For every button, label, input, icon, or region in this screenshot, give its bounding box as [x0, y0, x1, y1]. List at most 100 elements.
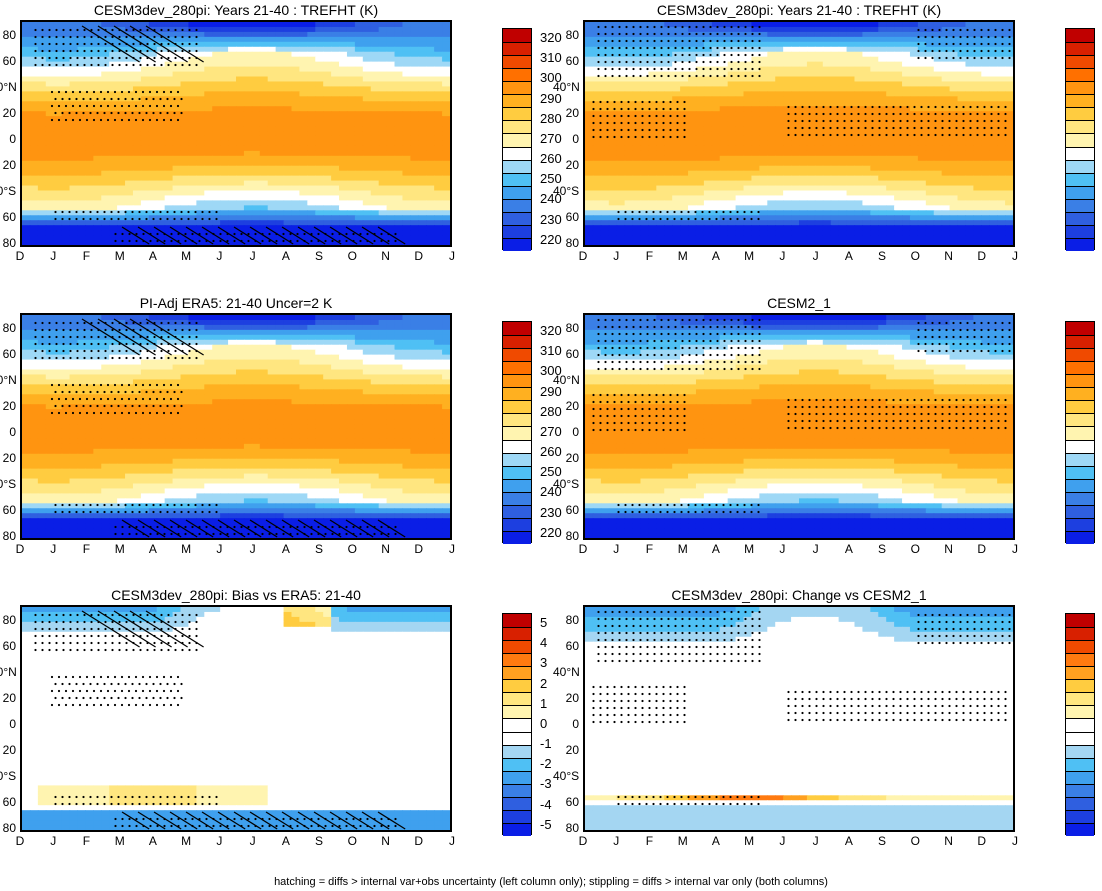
heat-cell	[862, 165, 871, 172]
heat-cell	[196, 66, 205, 73]
heat-cell	[862, 76, 871, 83]
heat-cell	[434, 200, 443, 206]
heat-cell	[140, 145, 150, 152]
heat-cell	[442, 26, 450, 33]
heat-cell	[180, 190, 190, 197]
heat-cell	[109, 205, 118, 211]
heat-cell	[402, 175, 411, 182]
heat-cell	[703, 190, 713, 197]
heat-cell	[592, 175, 602, 182]
heat-cell	[410, 51, 419, 58]
heat-cell	[394, 126, 404, 132]
heat-cell	[862, 121, 871, 127]
heat-cell	[846, 61, 856, 68]
heat-cell	[37, 71, 47, 78]
heat-cell	[61, 210, 71, 216]
stipple-dot	[289, 232, 292, 236]
heat-cell	[22, 56, 31, 63]
heat-cell	[418, 71, 427, 78]
heat-cell	[85, 175, 94, 182]
heat-cell	[378, 185, 388, 192]
heat-cell	[125, 31, 134, 38]
heat-cell	[751, 205, 760, 211]
heat-cell	[941, 81, 951, 88]
heat-cell	[870, 36, 879, 43]
stipple-dot	[110, 210, 113, 214]
heat-cell	[791, 41, 800, 48]
heat-cell	[878, 36, 887, 43]
heat-cell	[1005, 61, 1013, 68]
heat-cell	[61, 71, 71, 78]
stipple-dot	[41, 42, 44, 46]
heat-cell	[925, 36, 935, 43]
heat-cell	[759, 121, 768, 127]
heat-cell	[402, 140, 411, 147]
heat-cell	[640, 51, 650, 58]
heat-cell	[933, 86, 943, 92]
heat-cell	[624, 41, 634, 48]
heat-cell	[418, 22, 427, 28]
heat-cell	[315, 71, 324, 78]
heat-cell	[346, 135, 356, 142]
heat-cell	[799, 205, 808, 211]
heat-cell	[259, 41, 269, 48]
heat-cell	[917, 86, 927, 92]
heat-cell	[53, 140, 63, 147]
stipple-dot	[310, 239, 313, 243]
heat-cell	[640, 121, 650, 127]
heat-cell	[981, 36, 990, 43]
heat-cell	[386, 140, 396, 147]
heat-cell	[862, 106, 871, 112]
stipple-dot	[247, 232, 250, 236]
heat-cell	[172, 106, 182, 112]
heat-cell	[727, 160, 737, 167]
heat-cell	[783, 106, 792, 112]
heat-cell	[386, 71, 396, 78]
heat-cell	[370, 101, 380, 107]
heat-cell	[386, 61, 396, 68]
heat-cell	[331, 101, 340, 107]
heat-cell	[117, 106, 126, 112]
heat-cell	[965, 155, 974, 162]
heat-cell	[275, 81, 285, 88]
heat-cell	[814, 165, 824, 172]
heat-cell	[680, 190, 689, 197]
heat-cell	[870, 170, 879, 177]
heat-cell	[585, 116, 594, 122]
heat-cell	[125, 81, 134, 88]
heat-cell	[632, 165, 642, 172]
heat-cell	[61, 36, 71, 43]
heat-cell	[902, 131, 911, 137]
heat-cell	[989, 185, 998, 192]
heat-cell	[585, 86, 594, 92]
stipple-dot	[78, 104, 82, 108]
heat-cell	[592, 22, 602, 28]
heat-cell	[799, 150, 808, 157]
heat-cell	[220, 96, 229, 102]
heat-cell	[410, 96, 419, 102]
heat-cell	[711, 150, 721, 157]
heat-cell	[854, 116, 864, 122]
heat-cell	[29, 116, 39, 122]
heat-cell	[188, 131, 197, 137]
heat-cell	[307, 56, 316, 63]
heat-cell	[925, 51, 935, 58]
stipple-dot	[152, 111, 155, 115]
heat-cell	[957, 170, 967, 177]
stipple-dot	[180, 210, 183, 214]
heat-cell	[830, 116, 840, 122]
heat-cell	[386, 235, 396, 241]
heat-cell	[77, 215, 87, 221]
heat-cell	[362, 22, 372, 28]
heat-cell	[783, 145, 792, 152]
heat-cell	[783, 185, 792, 192]
heat-cell	[640, 150, 650, 157]
stipple-dot	[111, 56, 114, 60]
heat-cell	[703, 200, 713, 206]
heat-cell	[426, 51, 435, 58]
heat-cell	[22, 61, 31, 68]
stipple-dot	[64, 118, 68, 122]
heat-cell	[339, 145, 348, 152]
heat-cell	[592, 86, 602, 92]
heat-cell	[426, 96, 435, 102]
